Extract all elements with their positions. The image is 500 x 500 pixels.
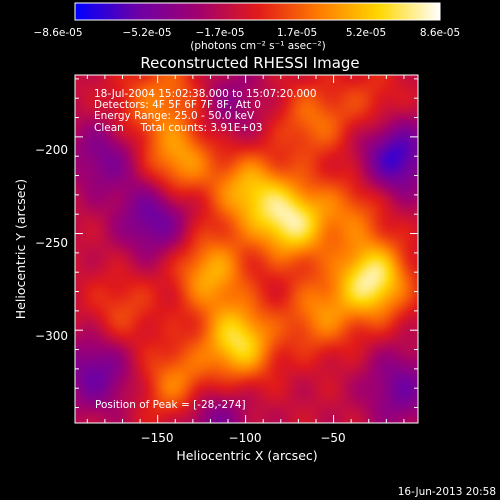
- colorbar: −8.6e-05 −5.2e-05 −1.7e-05 1.7e-05 5.2e-…: [33, 2, 460, 52]
- x-tick-label: −100: [229, 431, 262, 445]
- colorbar-tick-label: 1.7e-05: [277, 27, 317, 39]
- y-axis-label: Heliocentric Y (arcsec): [13, 179, 28, 319]
- annotation-time-range: 18-Jul-2004 15:02:38.000 to 15:07:20.000: [94, 88, 317, 100]
- colorbar-tick-label: −8.6e-05: [33, 27, 82, 39]
- colorbar-tick-label: 5.2e-05: [346, 27, 386, 39]
- plot-frame: [74, 74, 419, 424]
- colorbar-tick-label: −5.2e-05: [122, 27, 171, 39]
- colorbar-unit-label: (photons cm⁻² s⁻¹ asec⁻²): [190, 40, 325, 52]
- chart-title: Reconstructed RHESSI Image: [140, 54, 359, 72]
- colorbar-gradient: [74, 2, 441, 21]
- heatmap-image: [75, 75, 418, 423]
- y-tick-label: −200: [35, 143, 68, 157]
- colorbar-tick-label: −1.7e-05: [195, 27, 244, 39]
- x-tick-label: −50: [320, 431, 345, 445]
- y-tick-label: −300: [35, 329, 68, 343]
- axis-ticks: [75, 75, 418, 423]
- x-axis-label: Heliocentric X (arcsec): [176, 448, 317, 463]
- y-tick-label: −250: [35, 236, 68, 250]
- image-area: [75, 75, 418, 423]
- generation-date: 16-Jun-2013 20:58: [398, 486, 496, 498]
- x-tick-label: −150: [141, 431, 174, 445]
- peak-position-label: Position of Peak = [-28,-274]: [95, 399, 246, 411]
- annotation-block: 18-Jul-2004 15:02:38.000 to 15:07:20.000…: [94, 88, 317, 134]
- annotation-detectors: Detectors: 4F 5F 6F 7F 8F, Att 0: [94, 99, 261, 111]
- colorbar-tick-label: 8.6e-05: [420, 27, 460, 39]
- annotation-energy-range: Energy Range: 25.0 - 50.0 keV: [94, 110, 255, 122]
- annotation-counts: Clean Total counts: 3.91E+03: [94, 122, 263, 134]
